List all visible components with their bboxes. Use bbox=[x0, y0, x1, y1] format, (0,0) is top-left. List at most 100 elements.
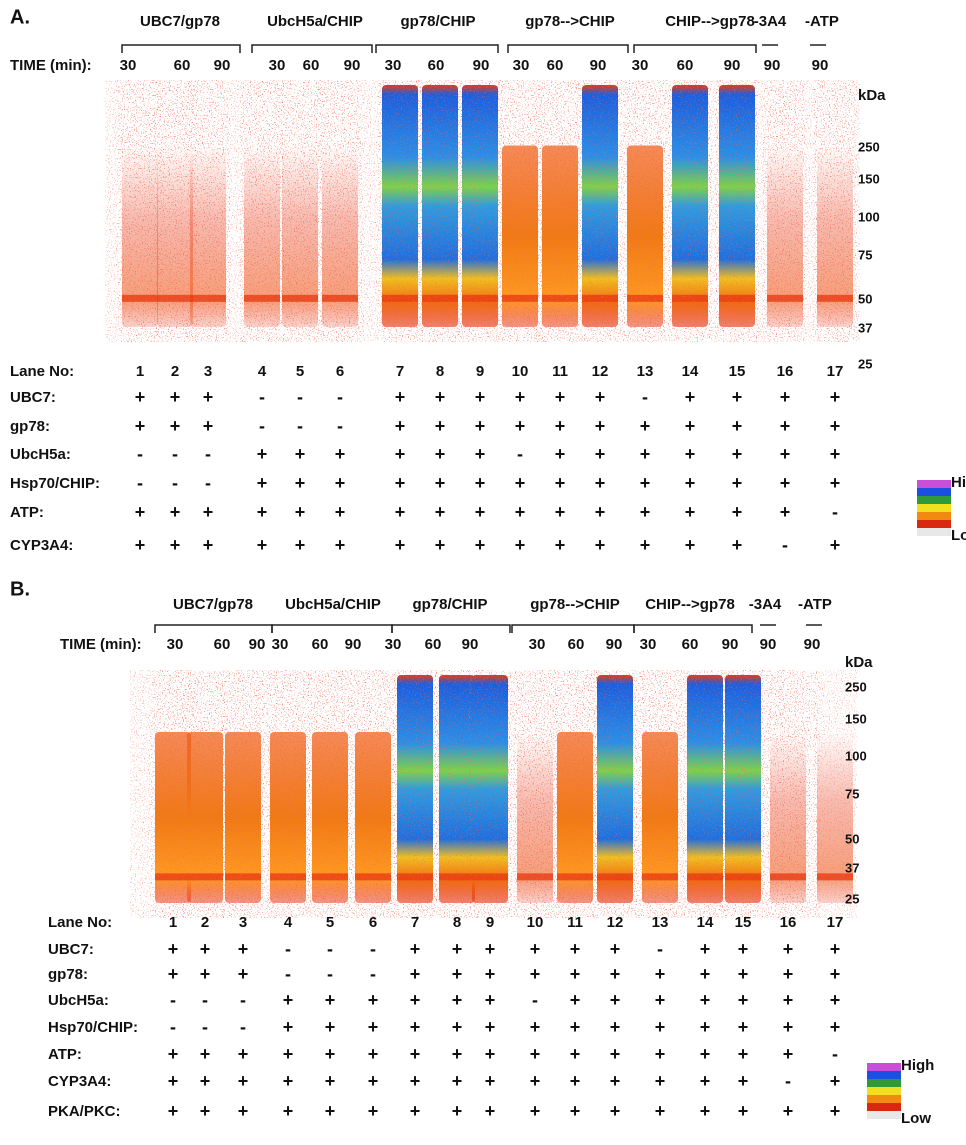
lane-number: 11 bbox=[552, 363, 568, 380]
kda-marker: 150 bbox=[845, 711, 867, 726]
row-sign: + bbox=[732, 502, 743, 522]
row-sign: + bbox=[410, 1017, 421, 1037]
gel-speckle bbox=[623, 80, 667, 342]
row-sign: + bbox=[700, 964, 711, 984]
row-sign: + bbox=[685, 535, 696, 555]
gel-speckle bbox=[186, 80, 230, 342]
row-label: ATP: bbox=[10, 504, 44, 521]
row-sign: + bbox=[395, 473, 406, 493]
kda-marker: 100 bbox=[845, 748, 867, 763]
group-label: -3A4 bbox=[754, 13, 787, 30]
bracket bbox=[375, 44, 499, 53]
row-sign: + bbox=[368, 1071, 379, 1091]
legend-swatch bbox=[867, 1071, 901, 1079]
row-sign: + bbox=[200, 1101, 211, 1121]
lane-number: 13 bbox=[652, 914, 669, 931]
lane-number: 2 bbox=[201, 914, 209, 931]
row-sign: + bbox=[435, 416, 446, 436]
row-label: UBC7: bbox=[10, 389, 56, 406]
row-sign: + bbox=[738, 1017, 749, 1037]
row-sign: + bbox=[783, 964, 794, 984]
lane-number: 3 bbox=[239, 914, 247, 931]
row-sign: + bbox=[830, 535, 841, 555]
time-value: 90 bbox=[812, 57, 829, 74]
row-sign: + bbox=[452, 1071, 463, 1091]
time-value: 60 bbox=[303, 57, 320, 74]
row-sign: + bbox=[410, 1101, 421, 1121]
row-sign: + bbox=[700, 1101, 711, 1121]
row-sign: + bbox=[610, 939, 621, 959]
row-sign: + bbox=[203, 502, 214, 522]
row-sign: - bbox=[370, 939, 376, 959]
row-sign: - bbox=[137, 473, 143, 493]
lane-number: 14 bbox=[697, 914, 714, 931]
row-sign: + bbox=[610, 1017, 621, 1037]
row-sign: + bbox=[830, 1017, 841, 1037]
row-sign: + bbox=[410, 1044, 421, 1064]
gel-speckle bbox=[553, 670, 597, 918]
row-label: UbcH5a: bbox=[10, 446, 71, 463]
row-sign: + bbox=[200, 1071, 211, 1091]
row-sign: - bbox=[137, 444, 143, 464]
row-sign: + bbox=[200, 939, 211, 959]
gel-speckle bbox=[318, 80, 362, 342]
legend-swatch bbox=[917, 480, 951, 488]
row-sign: + bbox=[732, 473, 743, 493]
row-sign: + bbox=[685, 502, 696, 522]
row-sign: + bbox=[515, 535, 526, 555]
lane-number: 16 bbox=[780, 914, 797, 931]
gel-speckle bbox=[240, 80, 284, 342]
bracket bbox=[507, 44, 629, 53]
bracket bbox=[121, 44, 241, 53]
row-sign: - bbox=[327, 939, 333, 959]
kda-marker: 250 bbox=[858, 139, 880, 154]
lane-label: Lane No: bbox=[48, 914, 112, 931]
row-sign: + bbox=[485, 1017, 496, 1037]
row-sign: + bbox=[335, 473, 346, 493]
row-sign: + bbox=[515, 387, 526, 407]
row-sign: - bbox=[532, 990, 538, 1010]
row-sign: + bbox=[135, 502, 146, 522]
row-sign: + bbox=[435, 473, 446, 493]
row-sign: + bbox=[640, 535, 651, 555]
row-sign: - bbox=[285, 964, 291, 984]
row-sign: + bbox=[655, 1101, 666, 1121]
row-sign: + bbox=[610, 964, 621, 984]
panel-label: B. bbox=[10, 578, 30, 600]
group-label: UBC7/gp78 bbox=[173, 596, 253, 613]
bracket bbox=[154, 624, 273, 633]
row-sign: + bbox=[732, 387, 743, 407]
lane-number: 7 bbox=[411, 914, 419, 931]
row-sign: - bbox=[642, 387, 648, 407]
row-sign: + bbox=[135, 416, 146, 436]
row-sign: + bbox=[170, 416, 181, 436]
row-sign: - bbox=[202, 990, 208, 1010]
row-sign: - bbox=[202, 1017, 208, 1037]
legend-swatch bbox=[917, 504, 951, 512]
row-sign: + bbox=[395, 387, 406, 407]
row-sign: + bbox=[830, 1071, 841, 1091]
row-sign: + bbox=[655, 1017, 666, 1037]
legend-swatch bbox=[917, 520, 951, 528]
row-sign: + bbox=[783, 1101, 794, 1121]
time-value: 90 bbox=[760, 636, 777, 653]
row-sign: + bbox=[655, 990, 666, 1010]
row-sign: + bbox=[410, 990, 421, 1010]
time-value: 90 bbox=[804, 636, 821, 653]
gel-speckle bbox=[221, 670, 265, 918]
row-sign: + bbox=[295, 535, 306, 555]
row-sign: - bbox=[832, 1044, 838, 1064]
row-sign: + bbox=[655, 964, 666, 984]
gel-speckle bbox=[498, 80, 542, 342]
row-sign: - bbox=[370, 964, 376, 984]
legend-low: Low bbox=[901, 1110, 931, 1127]
row-sign: - bbox=[285, 939, 291, 959]
row-sign: + bbox=[515, 502, 526, 522]
row-sign: + bbox=[700, 1017, 711, 1037]
group-label: CHIP-->gp78 bbox=[645, 596, 735, 613]
row-sign: + bbox=[475, 444, 486, 464]
lane-number: 6 bbox=[369, 914, 377, 931]
row-sign: + bbox=[475, 473, 486, 493]
row-sign: + bbox=[335, 502, 346, 522]
lane-number: 4 bbox=[284, 914, 293, 931]
